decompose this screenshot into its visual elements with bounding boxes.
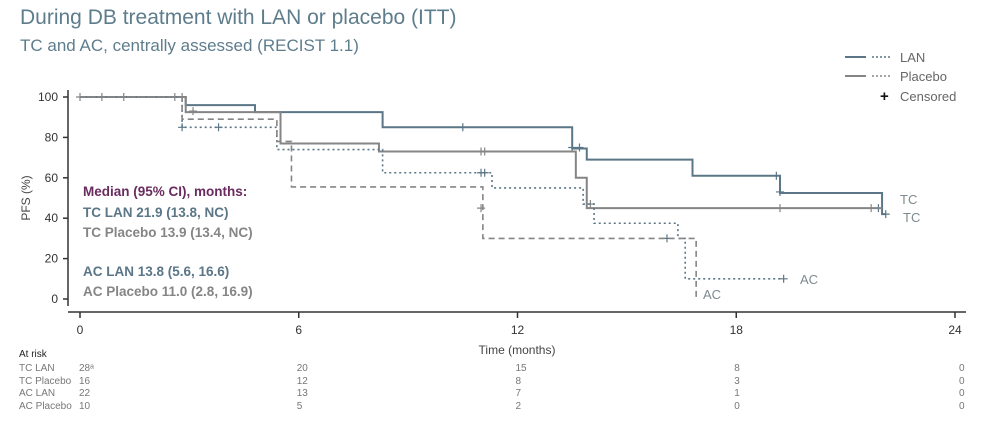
at-risk-count: 20 <box>296 363 308 374</box>
at-risk-count: 0 <box>959 400 965 412</box>
at-risk-count: 10 <box>79 400 91 412</box>
censor-mark <box>575 143 584 152</box>
censor-mark <box>568 143 577 152</box>
at-risk-row-label: TC Placebo <box>19 375 72 387</box>
at-risk-count: 3 <box>734 375 740 387</box>
curve-end-label: AC <box>800 272 818 287</box>
km-curve-ac-placebo <box>80 96 697 299</box>
y-tick-label: 100 <box>38 90 58 104</box>
chart-title: During DB treatment with LAN or placebo … <box>20 6 457 29</box>
at-risk-row-label: TC LAN <box>19 363 55 374</box>
x-tick-label: 18 <box>730 323 744 337</box>
at-risk-count: 0 <box>734 400 740 412</box>
censor-mark <box>772 171 781 180</box>
at-risk-count: 7 <box>515 388 522 399</box>
median-heading: Median (95% CI), months: <box>83 184 248 199</box>
at-risk-heading: At risk <box>19 349 47 360</box>
at-risk-count: 0 <box>959 388 965 399</box>
x-tick-label: 6 <box>295 323 302 337</box>
x-tick-label: 0 <box>77 323 84 337</box>
censor-mark <box>477 204 486 213</box>
censor-mark <box>881 210 890 219</box>
chart-subtitle: TC and AC, centrally assessed (RECIST 1.… <box>20 36 359 55</box>
at-risk-count: 1 <box>734 388 740 399</box>
y-tick-label: 40 <box>45 211 59 225</box>
y-axis-label: PFS (%) <box>19 175 33 220</box>
km-curve-tc-placebo <box>80 96 883 210</box>
curve-end-label: TC <box>900 192 917 207</box>
at-risk-count: 8 <box>515 375 522 387</box>
legend-label-censored: Censored <box>900 89 956 104</box>
median-tc-lan: TC LAN 21.9 (13.8, NC) <box>83 205 229 220</box>
median-ac-placebo: AC Placebo 11.0 (2.8, 16.9) <box>83 284 253 299</box>
censor-mark <box>779 274 788 283</box>
censor-mark <box>178 123 187 132</box>
censor-mark <box>214 123 223 132</box>
y-tick-label: 20 <box>45 252 59 266</box>
at-risk-row-label: AC Placebo <box>19 400 72 412</box>
at-risk-count: 13 <box>296 388 308 399</box>
at-risk-count: 28ᵃ <box>79 363 94 374</box>
at-risk-count: 15 <box>515 363 527 374</box>
censor-mark <box>776 204 784 213</box>
at-risk-count: 22 <box>79 388 91 399</box>
legend-label-lan: LAN <box>900 50 925 65</box>
censor-mark <box>776 187 784 196</box>
at-risk-count: 8 <box>734 363 740 374</box>
at-risk-count: 16 <box>79 375 91 387</box>
curve-end-label: TC <box>903 210 920 225</box>
censored-icon: + <box>880 88 889 105</box>
at-risk-count: 0 <box>959 363 965 374</box>
y-tick-label: 80 <box>45 130 59 144</box>
at-risk-count: 0 <box>959 375 965 387</box>
median-ac-lan: AC LAN 13.8 (5.6, 16.6) <box>83 264 230 279</box>
x-axis-label: Time (months) <box>479 343 556 357</box>
curve-end-label: AC <box>703 287 721 302</box>
median-tc-placebo: TC Placebo 13.9 (13.4, NC) <box>83 225 253 240</box>
y-tick-label: 0 <box>51 292 58 306</box>
at-risk-count: 2 <box>515 400 522 412</box>
censor-mark <box>480 147 489 156</box>
at-risk-row-label: AC LAN <box>19 388 56 399</box>
censor-mark <box>458 123 467 132</box>
at-risk-count: 5 <box>296 400 303 412</box>
x-tick-label: 24 <box>948 323 962 337</box>
at-risk-count: 12 <box>296 375 308 387</box>
legend-label-placebo: Placebo <box>900 69 947 84</box>
censor-mark <box>867 204 876 213</box>
x-tick-label: 12 <box>511 323 525 337</box>
censor-mark <box>480 168 489 177</box>
censor-mark <box>189 107 198 116</box>
y-tick-label: 60 <box>45 171 59 185</box>
